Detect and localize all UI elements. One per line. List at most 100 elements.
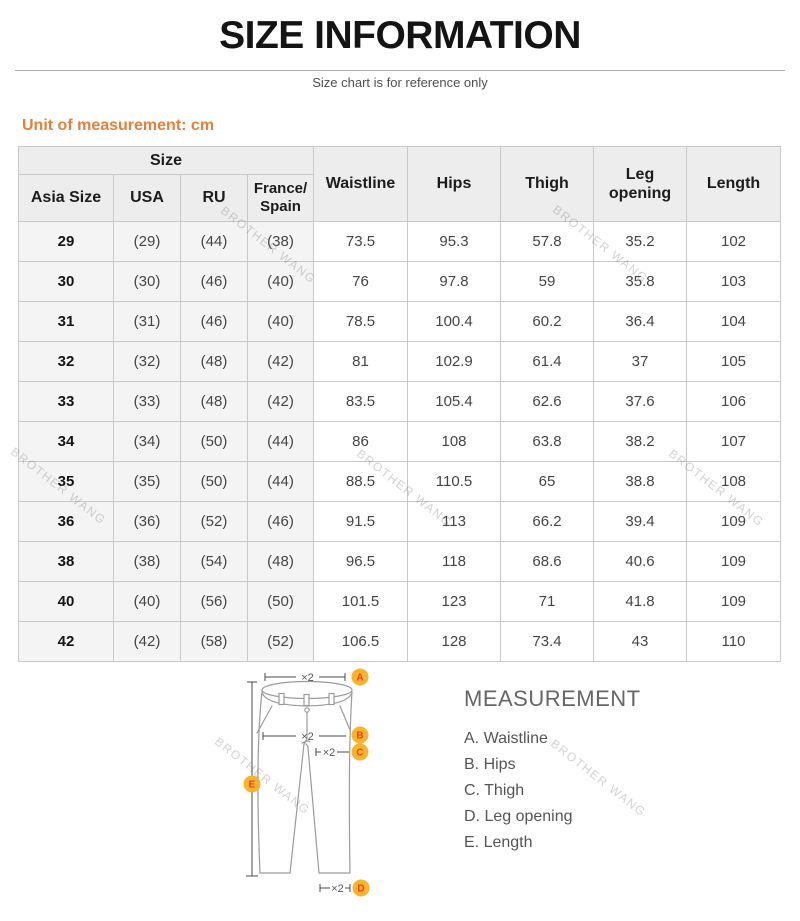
col-header-usa: USA bbox=[113, 174, 181, 222]
table-cell: 73.5 bbox=[313, 221, 409, 262]
col-header-france-spain: France/Spain bbox=[246, 174, 315, 222]
marker-letter-b: B bbox=[356, 731, 363, 742]
measure-line-a bbox=[264, 673, 346, 681]
table-cell: 68.6 bbox=[500, 541, 595, 582]
table-row: 40 (40) (56) (50) 101.5 123 71 41.8 109 bbox=[18, 581, 782, 622]
table-row: 42 (42) (58) (52) 106.5 128 73.4 43 110 bbox=[18, 621, 782, 662]
col-header-ru: RU bbox=[180, 174, 248, 222]
table-cell: (33) bbox=[113, 381, 181, 422]
table-cell: 59 bbox=[500, 261, 595, 302]
table-cell: 123 bbox=[407, 581, 502, 622]
col-header-hips: Hips bbox=[407, 146, 502, 222]
size-group-header: Size bbox=[17, 146, 315, 175]
table-cell: (42) bbox=[246, 381, 315, 422]
table-cell: 110 bbox=[686, 621, 782, 662]
table-cell: (58) bbox=[180, 621, 248, 662]
table-cell: 109 bbox=[686, 581, 782, 622]
measurement-item-hips: B. Hips bbox=[464, 756, 516, 773]
col-header-leg-opening: Leg opening bbox=[593, 146, 688, 222]
divider-line bbox=[15, 70, 785, 71]
table-cell: 102.9 bbox=[407, 341, 502, 382]
table-cell: 43 bbox=[593, 621, 688, 662]
table-cell: (46) bbox=[180, 261, 248, 302]
asia-size-cell: 30 bbox=[18, 261, 114, 302]
table-cell: 39.4 bbox=[593, 501, 688, 542]
table-cell: 95.3 bbox=[407, 221, 502, 262]
table-cell: 103 bbox=[686, 261, 782, 302]
table-row: 36 (36) (52) (46) 91.5 113 66.2 39.4 109 bbox=[18, 501, 782, 542]
table-cell: (52) bbox=[246, 621, 315, 662]
table-cell: 37 bbox=[593, 341, 688, 382]
table-cell: 108 bbox=[686, 461, 782, 502]
table-cell: 105.4 bbox=[407, 381, 502, 422]
marker-letter-c: C bbox=[356, 748, 363, 759]
table-cell: 101.5 bbox=[313, 581, 409, 622]
measure-line-d bbox=[319, 884, 351, 892]
table-row: 35 (35) (50) (44) 88.5 110.5 65 38.8 108 bbox=[18, 461, 782, 502]
unit-of-measurement-label: Unit of measurement: cm bbox=[22, 117, 215, 134]
table-cell: 100.4 bbox=[407, 301, 502, 342]
table-cell: (34) bbox=[113, 421, 181, 462]
table-cell: 61.4 bbox=[500, 341, 595, 382]
table-cell: (30) bbox=[113, 261, 181, 302]
asia-size-cell: 29 bbox=[18, 221, 114, 262]
subtitle: Size chart is for reference only bbox=[312, 75, 488, 90]
times2-label-a: ×2 bbox=[301, 672, 314, 684]
table-cell: 118 bbox=[407, 541, 502, 582]
table-row: 33 (33) (48) (42) 83.5 105.4 62.6 37.6 106 bbox=[18, 381, 782, 422]
table-cell: 113 bbox=[407, 501, 502, 542]
table-cell: 88.5 bbox=[313, 461, 409, 502]
table-cell: 106.5 bbox=[313, 621, 409, 662]
table-cell: (50) bbox=[246, 581, 315, 622]
marker-circles bbox=[243, 668, 370, 897]
table-cell: 78.5 bbox=[313, 301, 409, 342]
table-cell: (42) bbox=[246, 341, 315, 382]
asia-size-cell: 40 bbox=[18, 581, 114, 622]
table-cell: 109 bbox=[686, 541, 782, 582]
marker-letter-d: D bbox=[357, 884, 364, 895]
table-cell: 63.8 bbox=[500, 421, 595, 462]
measurement-item-thigh: C. Thigh bbox=[464, 782, 525, 799]
size-table: Size Waistline Hips Thigh Leg opening Le… bbox=[17, 146, 782, 662]
table-cell: (48) bbox=[180, 341, 248, 382]
table-cell: 35.2 bbox=[593, 221, 688, 262]
table-row: 29 (29) (44) (38) 73.5 95.3 57.8 35.2 102 bbox=[18, 221, 782, 262]
table-cell: (50) bbox=[180, 461, 248, 502]
table-cell: (44) bbox=[246, 461, 315, 502]
table-cell: (40) bbox=[113, 581, 181, 622]
times2-label-b: ×2 bbox=[301, 731, 314, 743]
table-row: 30 (30) (46) (40) 76 97.8 59 35.8 103 bbox=[18, 261, 782, 302]
times2-labels: ×2 ×2 ×2 ×2 bbox=[301, 672, 344, 895]
measurement-item-length: E. Length bbox=[464, 834, 533, 851]
measurement-item-leg-opening: D. Leg opening bbox=[464, 808, 573, 825]
asia-size-cell: 32 bbox=[18, 341, 114, 382]
table-cell: 76 bbox=[313, 261, 409, 302]
table-cell: 81 bbox=[313, 341, 409, 382]
times2-label-c: ×2 bbox=[323, 747, 336, 759]
marker-letter-e: E bbox=[249, 780, 256, 791]
col-header-asia-size: Asia Size bbox=[18, 174, 114, 222]
table-cell: (29) bbox=[113, 221, 181, 262]
table-cell: (52) bbox=[180, 501, 248, 542]
asia-size-cell: 36 bbox=[18, 501, 114, 542]
measurement-title: MEASUREMENT bbox=[464, 686, 641, 711]
marker-circle-b bbox=[351, 726, 369, 744]
table-cell: 102 bbox=[686, 221, 782, 262]
table-cell: (36) bbox=[113, 501, 181, 542]
table-cell: (56) bbox=[180, 581, 248, 622]
table-cell: 41.8 bbox=[593, 581, 688, 622]
table-cell: 65 bbox=[500, 461, 595, 502]
table-cell: 38.8 bbox=[593, 461, 688, 502]
asia-size-cell: 31 bbox=[18, 301, 114, 342]
table-cell: (44) bbox=[246, 421, 315, 462]
table-cell: 86 bbox=[313, 421, 409, 462]
table-cell: (40) bbox=[246, 301, 315, 342]
table-cell: (44) bbox=[180, 221, 248, 262]
asia-size-cell: 38 bbox=[18, 541, 114, 582]
table-cell: 106 bbox=[686, 381, 782, 422]
col-header-length: Length bbox=[686, 146, 782, 222]
table-cell: 62.6 bbox=[500, 381, 595, 422]
table-cell: (46) bbox=[246, 501, 315, 542]
table-cell: 108 bbox=[407, 421, 502, 462]
table-cell: 73.4 bbox=[500, 621, 595, 662]
